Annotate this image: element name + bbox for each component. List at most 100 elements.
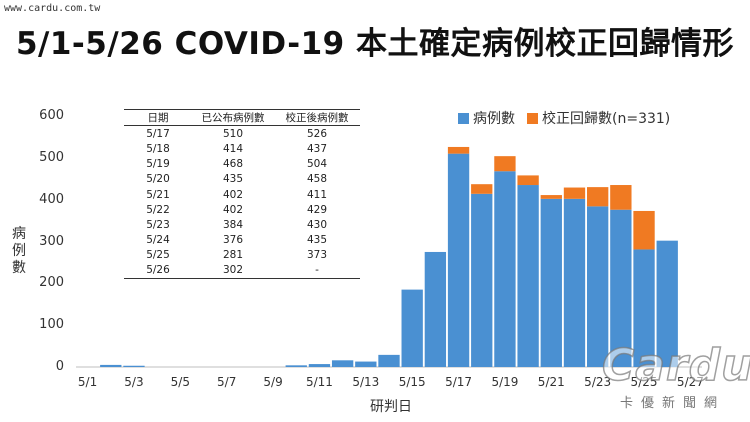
table-cell: 376 (222, 234, 244, 247)
bar-correction-5-17 (447, 146, 470, 154)
table-header: 日期 (124, 108, 192, 127)
table-row: 5/20 435 458 (124, 172, 360, 187)
table-cell: 5/17 (146, 127, 170, 140)
bar-cases-5-3 (123, 365, 145, 367)
legend: 病例數 校正回歸數(n=331) (458, 108, 682, 128)
table-row: 5/22 402 429 (124, 202, 360, 217)
table-cell: 411 (306, 188, 328, 201)
table-row: 5/25 281 373 (124, 248, 360, 263)
x-tick-label: 5/1 (77, 375, 98, 389)
table-cell: 429 (306, 203, 328, 216)
x-tick-label: 5/19 (491, 375, 519, 389)
table-cell: 5/18 (146, 142, 170, 155)
table-row: 5/19 468 504 (124, 157, 360, 172)
logo-subtext: 卡優新聞網 (620, 396, 726, 411)
legend-item-cases: 病例數 (458, 108, 515, 128)
table-cell: 430 (306, 218, 328, 231)
table-row: 5/23 384 430 (124, 217, 360, 232)
table-cell: 435 (306, 234, 328, 247)
y-tick-label: 400 (39, 191, 64, 207)
table-cell: 5/23 (146, 218, 170, 231)
chart-title: 5/1-5/26 COVID-19 本土確定病例校正回歸情形 (15, 26, 735, 62)
bar-cases-5-12 (331, 360, 354, 367)
table-cell: 5/26 (124, 262, 192, 280)
x-tick-label: 5/9 (263, 375, 283, 389)
table-cell: 5/24 (146, 234, 170, 247)
bar-cases-5-23 (587, 206, 609, 367)
bar-cases-5-10 (285, 365, 307, 367)
table-cell: 468 (222, 158, 244, 171)
legend-swatch-correction (527, 112, 538, 124)
bar-cases-5-14 (378, 354, 400, 367)
bar-cases-5-19 (494, 171, 516, 367)
bar-correction-5-19 (494, 156, 516, 172)
x-tick-label: 5/5 (170, 375, 190, 389)
legend-label-correction: 校正回歸數(n=331) (542, 111, 671, 127)
bar-correction-5-25 (633, 210, 655, 250)
table-row: 5/21 402 411 (124, 187, 360, 202)
x-tick-label: 5/17 (445, 375, 473, 389)
y-tick-label: 200 (39, 275, 64, 291)
table-cell: 526 (306, 127, 328, 140)
bar-correction-5-23 (587, 187, 609, 207)
table-cell: - (274, 262, 360, 280)
bar-cases-5-24 (610, 209, 632, 367)
table-header: 已公布病例數 (192, 108, 274, 127)
table-cell: 504 (306, 158, 328, 171)
table-cell: 281 (222, 249, 244, 262)
y-axis-label-char: 例 (12, 243, 26, 259)
table-cell: 402 (222, 203, 244, 216)
y-tick-label: 100 (39, 317, 64, 333)
table-row: 5/18 414 437 (124, 141, 360, 156)
y-axis-label-char: 病 (12, 226, 26, 242)
legend-label-cases: 病例數 (473, 111, 515, 127)
bar-correction-5-18 (471, 184, 493, 194)
y-axis-label: 病例數 (10, 226, 28, 277)
bar-cases-5-11 (308, 364, 331, 367)
y-tick-label: 0 (55, 359, 64, 374)
bar-cases-5-20 (517, 185, 539, 367)
x-tick-label: 5/13 (352, 375, 380, 389)
cardu-logo: Cardu 卡優新聞網 (598, 339, 750, 412)
bar-cases-5-25 (633, 249, 655, 367)
bar-cases-5-26 (656, 240, 678, 367)
bar-cases-5-16 (424, 251, 447, 367)
table-cell: 414 (222, 142, 244, 155)
table-cell: 384 (222, 218, 244, 231)
bar-correction-5-21 (540, 195, 562, 199)
table-cell: 5/22 (146, 203, 170, 216)
x-tick-label: 5/27 (676, 375, 704, 389)
table-cell: 510 (222, 127, 244, 140)
x-tick-label: 5/15 (398, 375, 426, 389)
y-tick-label: 600 (39, 108, 64, 123)
table-header: 校正後病例數 (274, 108, 360, 127)
bar-cases-5-22 (563, 198, 586, 367)
table-cell: 435 (222, 173, 244, 186)
y-axis-label-char: 數 (12, 260, 26, 276)
table-row: 5/24 376 435 (124, 233, 360, 248)
y-tick-label: 500 (39, 149, 64, 165)
watermark-url: www.cardu.com.tw (4, 3, 101, 14)
bar-cases-5-18 (471, 193, 493, 367)
bar-correction-5-22 (563, 187, 586, 199)
table-cell: 5/20 (146, 173, 170, 186)
table-cell: 302 (192, 262, 274, 280)
table-row: 5/17 510 526 (124, 126, 360, 142)
logo-text: Cardu (601, 339, 750, 392)
x-tick-label: 5/21 (537, 375, 565, 389)
legend-swatch-cases (458, 112, 469, 124)
table-cell: 402 (222, 188, 244, 201)
table-cell: 5/25 (146, 249, 170, 262)
x-tick-label: 5/25 (630, 375, 658, 389)
x-tick-label: 5/23 (584, 375, 612, 389)
table-cell: 5/21 (146, 188, 170, 201)
table-cell: 5/19 (146, 158, 170, 171)
table-cell: 458 (306, 173, 328, 186)
table-row: 5/26 302- (124, 262, 360, 280)
x-tick-label: 5/7 (217, 375, 237, 389)
y-tick-label: 300 (39, 233, 64, 249)
bar-cases-5-2 (100, 364, 122, 367)
x-tick-label: 5/11 (305, 375, 333, 389)
bar-cases-5-15 (401, 289, 423, 367)
